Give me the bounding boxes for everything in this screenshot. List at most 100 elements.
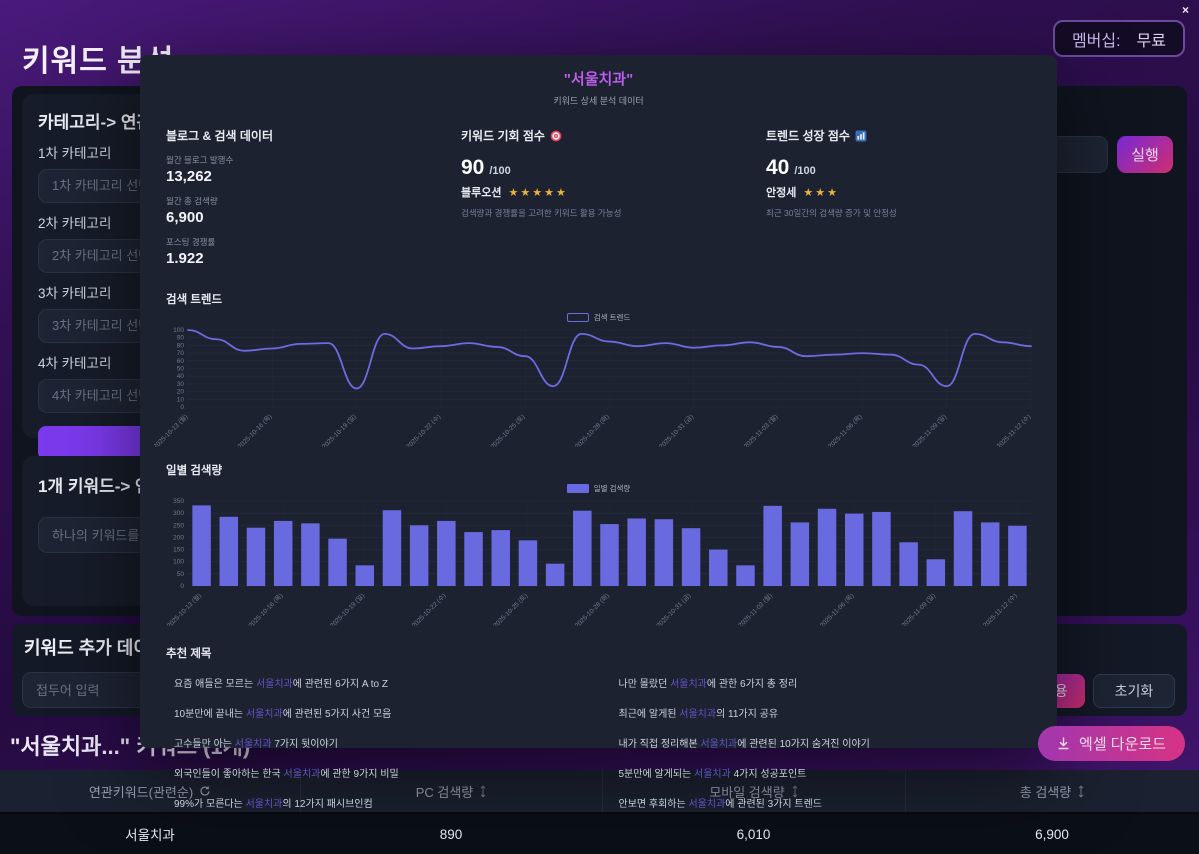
category1-label: 1차 카테고리 bbox=[38, 146, 112, 161]
stat-value: 13,262 bbox=[166, 168, 212, 185]
opportunity-stars: ★★★★★ bbox=[508, 186, 568, 199]
svg-text:2025-10-25 (토): 2025-10-25 (토) bbox=[489, 413, 527, 447]
close-icon[interactable]: × bbox=[1181, 3, 1189, 17]
download-icon bbox=[1057, 737, 1070, 750]
daily-chart-legend[interactable]: 일별 검색량 bbox=[140, 483, 1057, 494]
sort-icon[interactable] bbox=[479, 784, 487, 799]
column-label: 연관키워드(관련순) bbox=[88, 784, 194, 800]
category4-label: 4차 카테고리 bbox=[38, 356, 112, 371]
svg-text:70: 70 bbox=[177, 350, 185, 357]
column-mobile-volume[interactable]: 모바일 검색량 bbox=[602, 770, 905, 812]
membership-label: 멤버십: bbox=[1071, 32, 1121, 50]
recommended-title[interactable]: 내가 직접 정리해본 서울치과에 관련된 10가지 숨겨진 이야기 bbox=[618, 738, 870, 750]
line-legend-swatch bbox=[566, 313, 589, 322]
svg-text:2025-10-19 (일): 2025-10-19 (일) bbox=[328, 591, 366, 626]
cell-total-volume: 6,900 bbox=[1035, 826, 1069, 842]
svg-text:2025-11-12 (수): 2025-11-12 (수) bbox=[995, 413, 1032, 447]
stat-value: 1.922 bbox=[166, 250, 204, 267]
table-header: 연관키워드(관련순) PC 검색량 모바일 검색량 총 검색량 bbox=[0, 770, 1199, 812]
svg-text:0: 0 bbox=[180, 583, 184, 590]
modal-title: "서울치과" bbox=[140, 68, 1057, 89]
svg-text:200: 200 bbox=[173, 534, 184, 541]
stat-label: 월간 블로그 발행수 bbox=[166, 155, 234, 165]
svg-text:40: 40 bbox=[177, 373, 185, 380]
category-section-title: 카테고리-> 연관 bbox=[38, 113, 153, 132]
column-pc-volume[interactable]: PC 검색량 bbox=[300, 770, 602, 812]
recommended-title[interactable]: 99%가 모른다는 서울치과의 12가지 패시브인컴 bbox=[174, 798, 373, 810]
svg-text:2025-10-13 (월): 2025-10-13 (월) bbox=[165, 591, 203, 626]
svg-text:50: 50 bbox=[177, 571, 185, 578]
chart-increasing-icon bbox=[855, 130, 867, 142]
reset-button[interactable]: 초기화 bbox=[1093, 674, 1175, 708]
recommended-title[interactable]: 고수들만 아는 서울치과 7가지 뒷이야기 bbox=[174, 738, 338, 750]
trend-score-max: /100 bbox=[794, 165, 816, 177]
recommended-titles: 요즘 애들은 모르는 서울치과에 관련된 6가지 A to Z 10분만에 끝내는… bbox=[174, 667, 1021, 817]
opportunity-grade: 블루오션 bbox=[461, 187, 502, 199]
refresh-icon[interactable] bbox=[199, 785, 211, 797]
svg-text:2025-10-16 (목): 2025-10-16 (목) bbox=[247, 592, 285, 626]
svg-text:100: 100 bbox=[173, 559, 184, 566]
membership-badge: 멤버십: 무료 bbox=[1052, 20, 1185, 57]
svg-text:2025-11-03 (월): 2025-11-03 (월) bbox=[736, 591, 774, 626]
svg-text:2025-10-22 (수): 2025-10-22 (수) bbox=[410, 592, 448, 626]
svg-text:2025-11-06 (목): 2025-11-06 (목) bbox=[826, 413, 863, 447]
table-row[interactable]: 서울치과 890 6,010 6,900 bbox=[0, 812, 1199, 854]
svg-text:2025-10-31 (금): 2025-10-31 (금) bbox=[657, 413, 695, 447]
sort-icon[interactable] bbox=[791, 784, 799, 799]
bar-legend-swatch bbox=[566, 484, 589, 493]
recommended-title[interactable]: 나만 몰랐던 서울치과에 관한 6가지 총 정리 bbox=[618, 678, 798, 690]
recommended-title[interactable]: 10분만에 끝내는 서울치과에 관련된 5가지 사건 모음 bbox=[174, 708, 392, 720]
cell-mobile-volume: 6,010 bbox=[736, 826, 771, 842]
trend-chart-title: 검색 트렌드 bbox=[166, 294, 223, 306]
trend-score-title: 트렌드 성장 점수 bbox=[766, 129, 850, 143]
stat-label: 월간 총 검색량 bbox=[166, 196, 218, 206]
sort-icon[interactable] bbox=[1077, 784, 1085, 799]
run-button[interactable]: 실행 bbox=[1117, 136, 1173, 173]
svg-text:80: 80 bbox=[177, 342, 185, 349]
svg-text:20: 20 bbox=[177, 389, 185, 396]
svg-text:2025-10-28 (화): 2025-10-28 (화) bbox=[573, 413, 611, 447]
svg-text:2025-11-03 (월): 2025-11-03 (월) bbox=[741, 412, 779, 447]
svg-text:2025-11-12 (수): 2025-11-12 (수) bbox=[981, 592, 1018, 626]
recommended-title[interactable]: 요즘 애들은 모르는 서울치과에 관련된 6가지 A to Z bbox=[174, 678, 388, 690]
recommended-title[interactable]: 안보면 후회하는 서울치과에 관련된 3가지 트렌드 bbox=[618, 798, 822, 810]
blog-stats: 블로그 & 검색 데이터 월간 블로그 발행수 13,262 월간 총 검색량 … bbox=[166, 127, 461, 267]
svg-text:2025-10-16 (목): 2025-10-16 (목) bbox=[236, 413, 274, 447]
opportunity-score-max: /100 bbox=[489, 165, 511, 177]
svg-text:250: 250 bbox=[173, 522, 184, 529]
svg-text:2025-11-06 (목): 2025-11-06 (목) bbox=[818, 592, 855, 626]
recommended-title[interactable]: 외국인들이 좋아하는 한국 서울치과에 관한 9가지 비밀 bbox=[174, 768, 399, 780]
svg-text:10: 10 bbox=[177, 396, 185, 403]
column-total-volume[interactable]: 총 검색량 bbox=[905, 770, 1199, 812]
legend-label: 일별 검색량 bbox=[593, 484, 631, 493]
svg-text:2025-10-25 (토): 2025-10-25 (토) bbox=[492, 592, 530, 626]
blog-stats-title: 블로그 & 검색 데이터 bbox=[166, 129, 273, 143]
recommended-title[interactable]: 최근에 알게된 서울치과의 11가지 공유 bbox=[618, 708, 779, 720]
svg-text:2025-11-09 (일): 2025-11-09 (일) bbox=[910, 412, 948, 447]
svg-text:0: 0 bbox=[180, 404, 184, 411]
opportunity-title: 키워드 기회 점수 bbox=[461, 129, 545, 143]
svg-text:60: 60 bbox=[177, 358, 185, 365]
svg-text:30: 30 bbox=[177, 381, 185, 388]
trend-stars: ★★★ bbox=[803, 186, 839, 199]
modal-subtitle: 키워드 상세 분석 데이터 bbox=[553, 96, 644, 106]
trend-desc: 최근 30일간의 검색량 증가 및 안정성 bbox=[766, 208, 897, 218]
svg-text:100: 100 bbox=[173, 327, 184, 334]
trend-score: 트렌드 성장 점수 40 /100 안정세 ★★★ 최근 30일간의 검색량 증… bbox=[766, 127, 1031, 267]
recommended-title[interactable]: 5분만에 알게되는 서울치과 4가지 성공포인트 bbox=[618, 768, 807, 780]
trend-score-value: 40 bbox=[766, 156, 790, 179]
column-label: 모바일 검색량 bbox=[709, 784, 785, 800]
category3-label: 3차 카테고리 bbox=[38, 286, 112, 301]
opportunity-score: 키워드 기회 점수 90 /100 블루오션 ★★★★★ 검색량과 경쟁률을 고… bbox=[461, 127, 766, 267]
keyword-section-title: 1개 키워드-> 연 bbox=[38, 477, 151, 496]
svg-text:50: 50 bbox=[177, 366, 185, 373]
target-icon bbox=[550, 130, 562, 142]
column-label: PC 검색량 bbox=[415, 784, 474, 800]
filter-section-title: 키워드 추가 데이터 bbox=[24, 638, 167, 658]
column-related-keyword[interactable]: 연관키워드(관련순) bbox=[0, 770, 300, 812]
trend-chart-legend[interactable]: 검색 트렌드 bbox=[140, 312, 1057, 323]
titles-left: 요즘 애들은 모르는 서울치과에 관련된 6가지 A to Z 10분만에 끝내는… bbox=[174, 667, 577, 817]
excel-download-button[interactable]: 엑셀 다운로드 bbox=[1038, 726, 1185, 761]
opportunity-score-value: 90 bbox=[461, 156, 485, 179]
keyword-detail-modal: "서울치과" 키워드 상세 분석 데이터 블로그 & 검색 데이터 월간 블로그… bbox=[140, 55, 1057, 810]
